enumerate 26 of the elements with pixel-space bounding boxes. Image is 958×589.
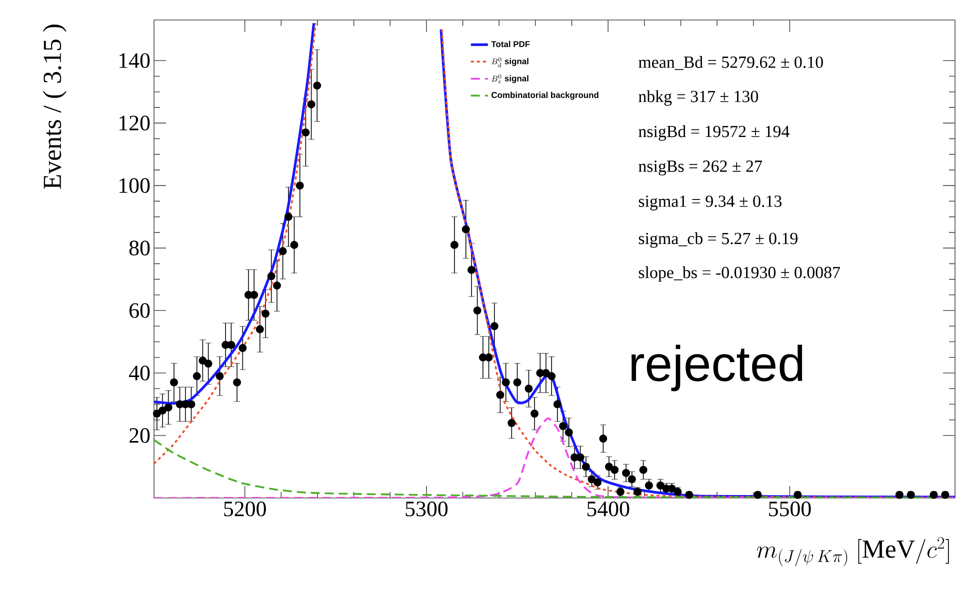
annotation: nsigBd = 19572 ± 194 bbox=[638, 125, 790, 141]
legend-label: $\textsf{\textbf{Total PDF}}$ bbox=[491, 40, 530, 48]
y-tick-label: 100 bbox=[120, 178, 150, 193]
legend-label: $B^{0}_{d}\ \textsf{\textbf{signal}}$ bbox=[492, 57, 528, 68]
y-tick-label: 120 bbox=[120, 116, 150, 130]
x-tick-label: 5300 bbox=[406, 502, 448, 516]
annotation: nsigBs = 262 ± 27 bbox=[638, 160, 762, 176]
annotation: slope_bs = -0.01930 ± 0.0087 bbox=[638, 266, 840, 282]
y-tick-label: 80 bbox=[129, 240, 150, 256]
annotation: sigma_cb = 5.27 ± 0.19 bbox=[638, 232, 798, 248]
x-tick-label: 5500 bbox=[769, 502, 811, 516]
annotation: rejected bbox=[632, 344, 802, 392]
x-tick-label: 5400 bbox=[587, 502, 630, 516]
y-tick-label: 40 bbox=[128, 366, 150, 380]
y-tick-label: 60 bbox=[130, 303, 150, 318]
annotation: mean_Bd = 5279.62 ± 0.10 bbox=[638, 56, 823, 70]
annotation: sigma1 = 9.34 ± 0.13 bbox=[638, 196, 782, 210]
line-series bbox=[154, 417, 956, 498]
y-tick-label: 20 bbox=[130, 428, 150, 443]
y-tick-label: 140 bbox=[120, 53, 150, 68]
x-axis-title: $m_{(J/\psi\,K\pi)}\ [\mathrm{MeV}/c^{2}]$ bbox=[756, 537, 949, 566]
legend-label: $B^{0}_{s}\ \textsf{\textbf{signal}}$ bbox=[492, 74, 528, 84]
y-axis-title: Events / ( 3.15 ) bbox=[42, 24, 66, 189]
annotation: nbkg = 317 ± 130 bbox=[638, 90, 758, 106]
legend-label: $\textsf{\textbf{Combinatorial background}}$ bbox=[492, 92, 598, 100]
x-tick-label: 5200 bbox=[224, 502, 266, 516]
